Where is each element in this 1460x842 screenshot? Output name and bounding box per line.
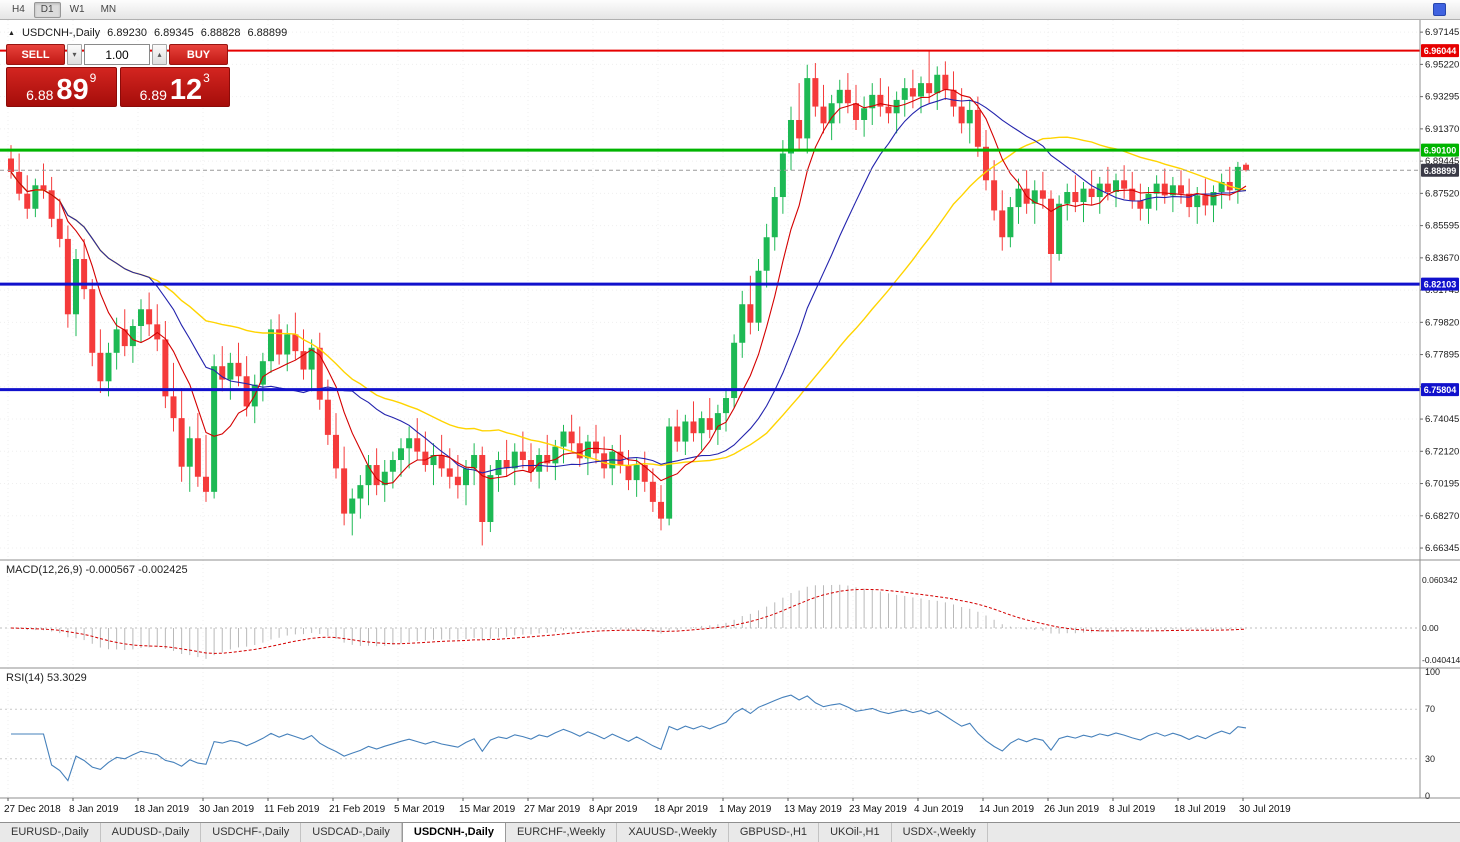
sell-price-base: 6.88 bbox=[26, 86, 54, 103]
svg-text:26 Jun 2019: 26 Jun 2019 bbox=[1044, 804, 1099, 815]
sell-button[interactable]: SELL bbox=[6, 44, 65, 65]
svg-text:21 Feb 2019: 21 Feb 2019 bbox=[329, 804, 386, 815]
symbol-tab-usdx[interactable]: USDX-,Weekly bbox=[892, 823, 988, 842]
svg-text:6.74045: 6.74045 bbox=[1425, 414, 1459, 425]
svg-text:6.91370: 6.91370 bbox=[1425, 124, 1459, 135]
timeframe-buttons: H4 D1 W1 MN bbox=[5, 1, 125, 18]
buy-button[interactable]: BUY bbox=[169, 44, 228, 65]
svg-text:6.89445: 6.89445 bbox=[1425, 156, 1459, 167]
svg-text:18 Jan 2019: 18 Jan 2019 bbox=[134, 804, 189, 815]
chart-area: 6.97145 6.95220 6.93295 6.91370 6.89445 6.875… bbox=[0, 20, 1460, 822]
symbol-tabbar: EURUSD-,Daily AUDUSD-,Daily USDCHF-,Daily U… bbox=[0, 822, 1460, 842]
symbol-tab-usdcad[interactable]: USDCAD-,Daily bbox=[301, 823, 402, 842]
timeframe-button-w1[interactable]: W1 bbox=[69, 3, 85, 15]
svg-text:23 May 2019: 23 May 2019 bbox=[849, 804, 907, 815]
svg-text:1 May 2019: 1 May 2019 bbox=[719, 804, 772, 815]
svg-text:15 Mar 2019: 15 Mar 2019 bbox=[459, 804, 516, 815]
svg-text:14 Jun 2019: 14 Jun 2019 bbox=[979, 804, 1034, 815]
svg-text:30 Jul 2019: 30 Jul 2019 bbox=[1239, 804, 1291, 815]
svg-text:6.96044: 6.96044 bbox=[1424, 46, 1457, 56]
symbol-tab-usdchf[interactable]: USDCHF-,Daily bbox=[201, 823, 302, 842]
svg-text:27 Dec 2018: 27 Dec 2018 bbox=[4, 804, 61, 815]
indicator-axis-labels: 0.060342 0.00 -0.040414 100 70 30 0 bbox=[1422, 575, 1460, 801]
svg-text:11 Feb 2019: 11 Feb 2019 bbox=[264, 804, 320, 815]
price-chart-canvas[interactable]: 6.97145 6.95220 6.93295 6.91370 6.89445 6.875… bbox=[0, 20, 1460, 822]
sell-price-point: 9 bbox=[89, 71, 97, 85]
one-click-trade-panel: SELL ▾ ▴ BUY 6.88 89 9 6.89 12 3 bbox=[6, 44, 230, 107]
svg-text:6.75804: 6.75804 bbox=[1424, 385, 1457, 395]
svg-text:6.88899: 6.88899 bbox=[1424, 166, 1457, 176]
timeframe-button-d1[interactable]: D1 bbox=[33, 1, 61, 18]
one-click-trading-indicator-button[interactable] bbox=[1433, 3, 1446, 16]
volume-input[interactable] bbox=[84, 44, 150, 65]
svg-text:70: 70 bbox=[1425, 704, 1435, 714]
svg-text:6.97145: 6.97145 bbox=[1425, 27, 1459, 38]
svg-text:6.93295: 6.93295 bbox=[1425, 92, 1459, 103]
svg-text:6.68270: 6.68270 bbox=[1425, 511, 1459, 522]
svg-text:4 Jun 2019: 4 Jun 2019 bbox=[914, 804, 964, 815]
svg-text:18 Jul 2019: 18 Jul 2019 bbox=[1174, 804, 1226, 815]
symbol-tab-xauusd[interactable]: XAUUSD-,Weekly bbox=[617, 823, 729, 842]
timeframe-button-mn[interactable]: MN bbox=[100, 3, 117, 15]
svg-text:6.90100: 6.90100 bbox=[1424, 146, 1457, 156]
candlestick-series bbox=[8, 50, 1249, 546]
svg-text:5 Mar 2019: 5 Mar 2019 bbox=[394, 804, 445, 815]
rsi-line bbox=[11, 694, 1247, 782]
svg-text:6.95220: 6.95220 bbox=[1425, 59, 1459, 70]
timeframe-toolbar: H4 D1 W1 MN bbox=[0, 0, 1460, 20]
svg-text:0: 0 bbox=[1425, 791, 1430, 801]
symbol-tab-eurchf[interactable]: EURCHF-,Weekly bbox=[506, 823, 618, 842]
volume-increase-button[interactable]: ▴ bbox=[152, 44, 167, 65]
ma-fast-line bbox=[10, 88, 1247, 485]
symbol-tab-usdcnh[interactable]: USDCNH-,Daily bbox=[401, 823, 506, 842]
svg-text:13 May 2019: 13 May 2019 bbox=[784, 804, 842, 815]
sell-price-pips: 89 bbox=[56, 74, 89, 107]
buy-price-point: 3 bbox=[203, 71, 210, 85]
symbol-tab-eurusd[interactable]: EURUSD-,Daily bbox=[0, 823, 101, 842]
svg-text:6.83670: 6.83670 bbox=[1425, 253, 1459, 264]
svg-text:-0.040414: -0.040414 bbox=[1422, 655, 1460, 665]
svg-text:6.82103: 6.82103 bbox=[1424, 280, 1457, 290]
price-axis-badges: 6.96044 6.90100 6.82103 6.75804 6.88899 bbox=[1421, 44, 1459, 397]
svg-text:6.87520: 6.87520 bbox=[1425, 188, 1459, 199]
svg-text:6.85595: 6.85595 bbox=[1425, 221, 1459, 232]
svg-text:0.060342: 0.060342 bbox=[1422, 575, 1458, 585]
time-axis-labels: 27 Dec 2018 8 Jan 2019 18 Jan 2019 30 Jan 2… bbox=[4, 798, 1291, 815]
svg-text:8 Jul 2019: 8 Jul 2019 bbox=[1109, 804, 1156, 815]
symbol-tab-ukoil[interactable]: UKOil-,H1 bbox=[819, 823, 892, 842]
macd-signal-line bbox=[10, 588, 1247, 654]
ma-slow-line bbox=[10, 136, 1247, 467]
svg-text:6.70195: 6.70195 bbox=[1425, 479, 1459, 490]
svg-text:30: 30 bbox=[1425, 754, 1435, 764]
svg-text:8 Jan 2019: 8 Jan 2019 bbox=[69, 804, 119, 815]
svg-text:6.66345: 6.66345 bbox=[1425, 543, 1459, 554]
svg-text:8 Apr 2019: 8 Apr 2019 bbox=[589, 804, 638, 815]
svg-text:0.00: 0.00 bbox=[1422, 623, 1439, 633]
svg-text:27 Mar 2019: 27 Mar 2019 bbox=[524, 804, 581, 815]
macd-histogram bbox=[18, 584, 1247, 659]
volume-decrease-button[interactable]: ▾ bbox=[67, 44, 82, 65]
svg-text:100: 100 bbox=[1425, 667, 1440, 677]
timeframe-button-h4[interactable]: H4 bbox=[12, 3, 25, 15]
ma-mid-line bbox=[10, 97, 1247, 474]
svg-text:30 Jan 2019: 30 Jan 2019 bbox=[199, 804, 254, 815]
sell-price-button[interactable]: 6.88 89 9 bbox=[6, 67, 117, 107]
svg-text:18 Apr 2019: 18 Apr 2019 bbox=[654, 804, 708, 815]
symbol-tab-audusd[interactable]: AUDUSD-,Daily bbox=[101, 823, 202, 842]
buy-price-button[interactable]: 6.89 12 3 bbox=[119, 67, 230, 107]
svg-text:6.77895: 6.77895 bbox=[1425, 350, 1459, 361]
buy-price-base: 6.89 bbox=[139, 86, 167, 103]
buy-price-pips: 12 bbox=[169, 74, 203, 107]
svg-text:6.72120: 6.72120 bbox=[1425, 446, 1459, 457]
symbol-tab-gbpusd[interactable]: GBPUSD-,H1 bbox=[729, 823, 820, 842]
svg-text:6.79820: 6.79820 bbox=[1425, 317, 1459, 328]
